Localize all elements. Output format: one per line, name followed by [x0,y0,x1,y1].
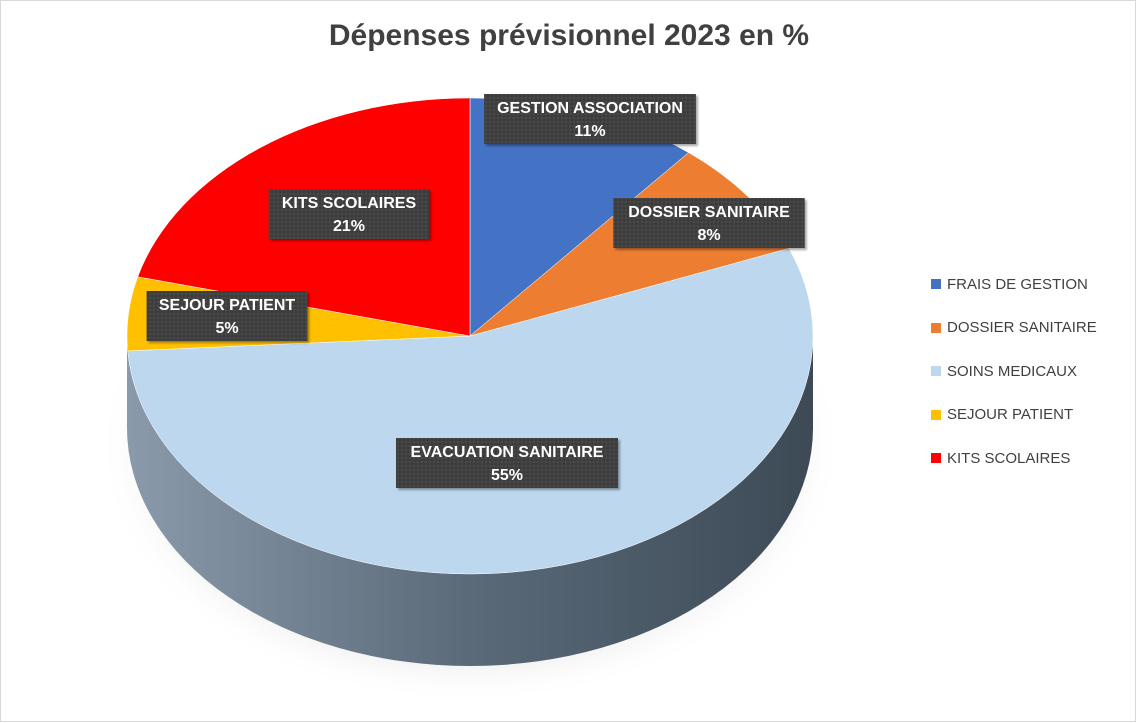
data-label-value: 55% [491,467,523,484]
data-label: SEJOUR PATIENT 5% [146,291,308,341]
legend-swatch [931,409,941,420]
data-label-value: 21% [333,218,365,235]
legend-item: KITS SCOLAIRES [931,447,1097,469]
legend-swatch [931,279,941,289]
legend-swatch [931,322,941,333]
data-label-value: 11% [574,123,605,140]
data-label-box [146,291,308,341]
data-label-category: SEJOUR PATIENT [159,297,296,314]
legend-label: DOSSIER SANITAIRE [947,319,1097,336]
data-label-category: EVACUATION SANITAIRE [411,444,604,461]
data-label-category: GESTION ASSOCIATION [497,100,683,117]
chart-title: Dépenses prévisionnel 2023 en % [328,19,810,52]
data-label: KITS SCOLAIRES 21% [268,189,430,239]
legend-item: DOSSIER SANITAIRE [931,317,1097,339]
data-label: GESTION ASSOCIATION 11% [484,94,696,144]
data-label-value: 5% [215,320,238,337]
legend-label: FRAIS DE GESTION [947,275,1088,293]
legend-item: SEJOUR PATIENT [931,404,1097,426]
legend-swatch [931,366,941,376]
data-label-box [484,94,696,144]
legend-label: SEJOUR PATIENT [947,406,1074,423]
data-label-box [268,189,430,239]
data-label-box [396,438,618,488]
legend-item: SOINS MEDICAUX [931,360,1097,382]
data-label: DOSSIER SANITAIRE 8% [613,198,805,248]
data-label-box [613,198,805,248]
legend-swatch [931,453,941,463]
data-label-category: DOSSIER SANITAIRE [628,204,790,221]
chart-legend: FRAIS DE GESTION DOSSIER SANITAIRE SOINS M… [931,273,1097,491]
data-label: EVACUATION SANITAIRE 55% [396,438,618,488]
legend-label: SOINS MEDICAUX [947,362,1078,380]
legend-label: KITS SCOLAIRES [947,449,1071,467]
pie-slice-soins-medicaux [127,248,814,575]
data-label-category: KITS SCOLAIRES [282,195,417,212]
legend-item: FRAIS DE GESTION [931,273,1097,295]
data-label-value: 8% [697,227,720,244]
pie-side-wall [127,336,813,666]
